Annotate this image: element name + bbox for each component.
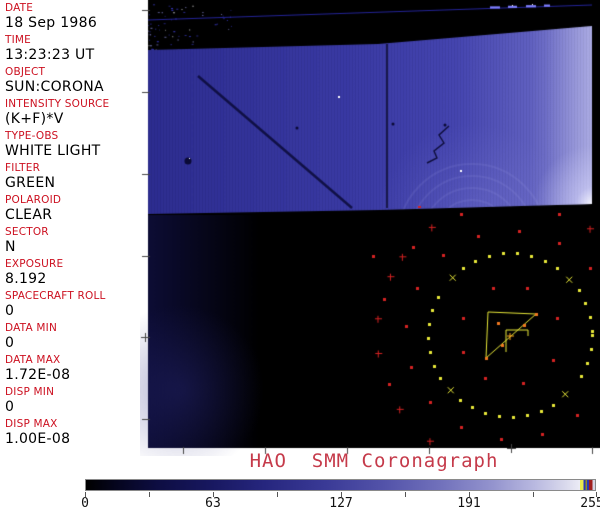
metadata-field-label: EXPOSURE <box>5 258 64 270</box>
metadata-field: INTENSITY SOURCE (K+F)*V <box>5 98 145 130</box>
colorbar-tick <box>341 492 342 497</box>
metadata-field-label: FILTER <box>5 162 41 174</box>
metadata-field: DISP MAX 1.00E-08 <box>5 418 145 450</box>
metadata-field: TYPE-OBS WHITE LIGHT <box>5 130 145 162</box>
metadata-field-label: OBJECT <box>5 66 46 78</box>
metadata-field-value: 0 <box>5 303 15 319</box>
metadata-field-label: SPACECRAFT ROLL <box>5 290 106 302</box>
metadata-field: SECTOR N <box>5 226 145 258</box>
metadata-field-value: 0 <box>5 399 15 415</box>
metadata-field-value: 13:23:23 UT <box>5 47 95 63</box>
metadata-field-label: DATA MIN <box>5 322 57 334</box>
colorbar-tick-label: 0 <box>81 496 89 511</box>
metadata-field-value: WHITE LIGHT <box>5 143 101 159</box>
colorbar-tick <box>149 492 150 497</box>
metadata-field-label: DISP MAX <box>5 418 58 430</box>
colorbar-tick <box>469 492 470 497</box>
metadata-field-label: INTENSITY SOURCE <box>5 98 110 110</box>
colorbar-tick <box>85 492 86 497</box>
metadata-field: DISP MIN 0 <box>5 386 145 418</box>
metadata-field-label: DISP MIN <box>5 386 55 398</box>
colorbar-tick-label: 63 <box>205 496 221 511</box>
metadata-field-value: GREEN <box>5 175 56 191</box>
metadata-field: SPACECRAFT ROLL 0 <box>5 290 145 322</box>
metadata-field-value: SUN:CORONA <box>5 79 104 95</box>
colorbar-tick-label: 191 <box>457 496 481 511</box>
colorbar-tick <box>405 492 406 497</box>
metadata-field-value: 1.72E-08 <box>5 367 71 383</box>
colorbar-tick <box>277 492 278 497</box>
metadata-field-label: DATA MAX <box>5 354 61 366</box>
metadata-field-label: SECTOR <box>5 226 49 238</box>
metadata-field: DATA MAX 1.72E-08 <box>5 354 145 386</box>
metadata-field: OBJECT SUN:CORONA <box>5 66 145 98</box>
metadata-field-value: 8.192 <box>5 271 47 287</box>
metadata-field-label: DATE <box>5 2 34 14</box>
metadata-field-label: TYPE-OBS <box>5 130 59 142</box>
coronagraph-image-display <box>140 0 600 456</box>
metadata-field-label: POLAROID <box>5 194 62 206</box>
colorbar-tick-label: 255 <box>580 496 600 511</box>
metadata-field: TIME 13:23:23 UT <box>5 34 145 66</box>
metadata-field-value: 1.00E-08 <box>5 431 71 447</box>
metadata-field-value: CLEAR <box>5 207 53 223</box>
colorbar-gradient <box>85 479 596 491</box>
metadata-panel: DATE 18 Sep 1986 TIME 13:23:23 UT OBJECT SUN:… <box>5 2 145 450</box>
colorbar-tick <box>533 492 534 497</box>
metadata-field-value: 18 Sep 1986 <box>5 15 98 31</box>
colorbar-tick-label: 127 <box>329 496 353 511</box>
colorbar-tick <box>213 492 214 497</box>
metadata-field: POLAROID CLEAR <box>5 194 145 226</box>
colorbar-tick <box>596 492 597 497</box>
metadata-field: DATA MIN 0 <box>5 322 145 354</box>
metadata-field-value: N <box>5 239 16 255</box>
image-title: HAO SMM Coronagraph <box>249 450 499 472</box>
metadata-field-value: (K+F)*V <box>5 111 64 127</box>
metadata-field-value: 0 <box>5 335 15 351</box>
metadata-field: DATE 18 Sep 1986 <box>5 2 145 34</box>
metadata-field-label: TIME <box>5 34 32 46</box>
metadata-field: FILTER GREEN <box>5 162 145 194</box>
metadata-field: EXPOSURE 8.192 <box>5 258 145 290</box>
